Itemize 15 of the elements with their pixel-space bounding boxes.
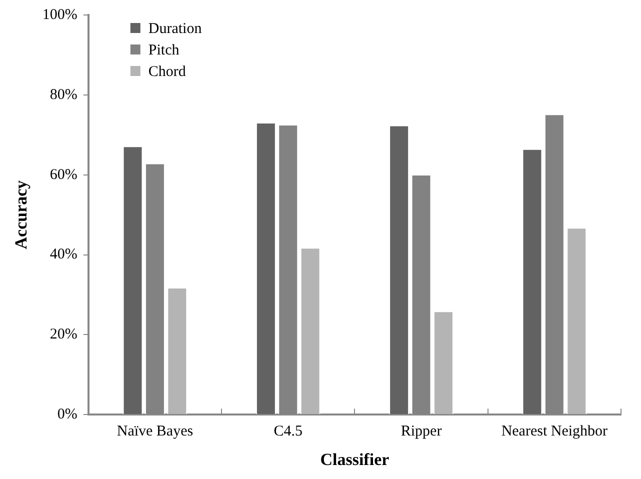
y-tick-label: 80% bbox=[50, 86, 78, 103]
y-tick-label: 20% bbox=[50, 326, 78, 343]
x-tick-label: C4.5 bbox=[274, 424, 303, 440]
y-tick-label: 100% bbox=[42, 6, 78, 23]
legend-label: Chord bbox=[148, 64, 186, 80]
x-axis-title: Classifier bbox=[320, 450, 390, 470]
x-tick-label: Naïve Bayes bbox=[116, 424, 194, 440]
y-tick-label: 0% bbox=[57, 406, 78, 423]
x-tick-label: Nearest Neighbor bbox=[501, 424, 608, 440]
legend-label: Duration bbox=[148, 20, 202, 37]
y-tick-label: 60% bbox=[50, 166, 78, 183]
x-tick-label: Ripper bbox=[400, 424, 442, 440]
y-tick-label: 40% bbox=[50, 246, 78, 263]
y-axis-title: Accuracy bbox=[12, 180, 31, 250]
legend-label: Pitch bbox=[148, 42, 180, 58]
